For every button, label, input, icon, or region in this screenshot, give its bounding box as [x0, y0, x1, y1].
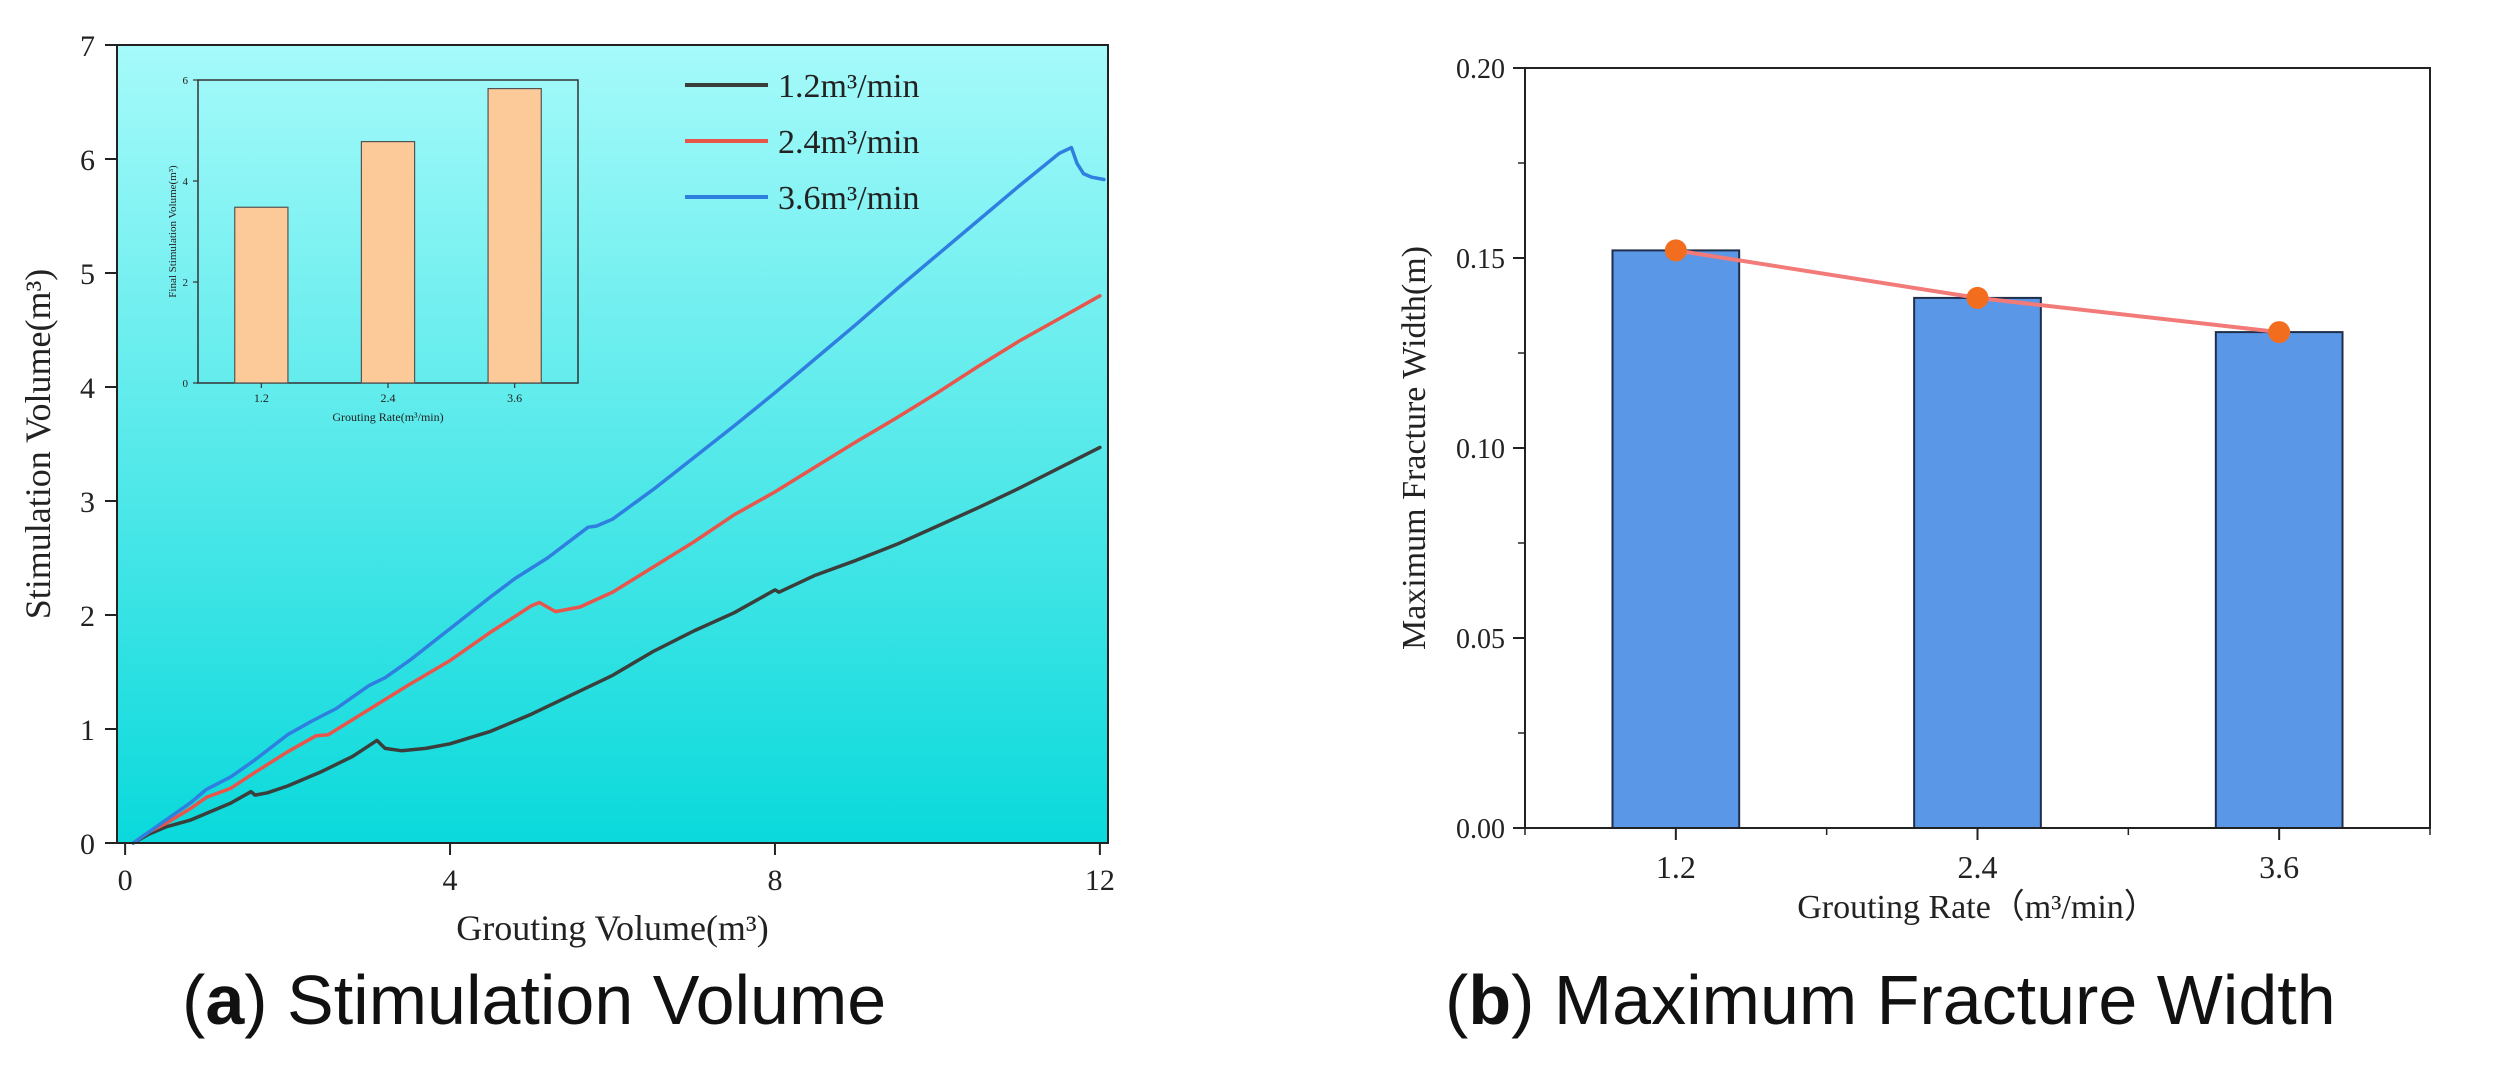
panel-a-y-axis-label: Stimulation Volume(m³) [18, 269, 58, 619]
inset-x-axis-label: Grouting Rate(m³/min) [332, 410, 443, 424]
series-line-3 [131, 145, 1106, 845]
panel-b-y-tick-label: 0.10 [1456, 434, 1505, 465]
panel-b-y-tick-label: 0.05 [1456, 624, 1505, 655]
panel-a-x-tick-label: 0 [118, 864, 133, 897]
legend-label-3: 3.6m³/min [778, 180, 919, 217]
inset-x-tick-label: 1.2 [254, 391, 269, 405]
panel-a-x-tick-label: 12 [1085, 864, 1115, 897]
panel-b-y-tick-label: 0.20 [1456, 54, 1505, 85]
panel-b-x-tick-label: 3.6 [2259, 849, 2299, 885]
panel-a-y-tick-label: 2 [80, 600, 95, 633]
bar-3.6 [2214, 331, 2344, 829]
panel-b-fracture-width-chart: 1.2 2.4 3.6 0.00 0.05 0.10 0.15 0.20 Grouting … [1396, 54, 2431, 926]
panel-a-y-tick-label: 5 [80, 258, 95, 291]
bar-2.4 [1913, 296, 2042, 829]
panel-a-inset-bar-chart: 1.2 2.4 3.6 0 2 4 6 Grouting Rate(m³/min) Fina… [167, 75, 579, 424]
panel-a-y-tick-label: 6 [80, 144, 95, 177]
panel-b-y-tick-label: 0.15 [1456, 244, 1505, 275]
inset-x-tick-label: 3.6 [507, 391, 522, 405]
panel-a-x-axis-label: Grouting Volume(m³) [456, 908, 768, 948]
inset-y-tick-label: 4 [183, 176, 189, 188]
inset-y-tick-label: 6 [183, 75, 189, 87]
panel-a-y-tick-label: 0 [80, 828, 95, 861]
panel-b-caption-letter: b [1468, 961, 1512, 1039]
panel-a-y-tick-label: 1 [80, 714, 95, 747]
panel-a-x-tick-label: 4 [443, 864, 458, 897]
inset-bar-2.4 [360, 141, 416, 384]
legend-label-1: 1.2m³/min [778, 68, 919, 105]
trend-marker-1.2 [1664, 239, 1687, 262]
panel-b-x-axis-label: Grouting Rate（m³/min） [1797, 888, 2158, 926]
panel-b-caption-text: Maximum Fracture Width [1553, 961, 2336, 1039]
panel-a-caption-text: Stimulation Volume [287, 961, 887, 1039]
panel-b-y-tick-label: 0.00 [1456, 814, 1505, 845]
panel-b-caption: (b) Maximum Fracture Width [1445, 961, 2336, 1039]
panel-a-y-tick-label: 4 [80, 372, 95, 405]
panel-a-caption: (a) Stimulation Volume [182, 961, 887, 1039]
series-line-2 [131, 294, 1102, 845]
panel-a-y-tick-label: 3 [80, 486, 95, 519]
panel-a-y-tick-label: 7 [80, 30, 95, 63]
panel-a-legend: 1.2m³/min 2.4m³/min 3.6m³/min [685, 68, 919, 217]
inset-y-axis-label: Final Stimulation Volume(m³) [167, 165, 179, 298]
trend-marker-3.6 [2268, 321, 2291, 344]
inset-x-tick-label: 2.4 [381, 391, 396, 405]
panel-b-x-tick-label: 2.4 [1958, 849, 1998, 885]
inset-bar-1.2 [234, 206, 289, 384]
panel-a-plot-frame [116, 44, 1109, 844]
series-line-1 [131, 445, 1102, 845]
trend-marker-2.4 [1966, 286, 1989, 309]
bar-1.2 [1611, 249, 1741, 829]
panel-b-x-tick-label: 1.2 [1656, 849, 1696, 885]
legend-label-2: 2.4m³/min [778, 124, 919, 161]
inset-bar-3.6 [487, 87, 542, 384]
panel-b-y-axis-label: Maximum Fracture Width(m) [1396, 246, 1433, 650]
panel-a-x-tick-label: 8 [767, 864, 782, 897]
panel-a-plot-background [117, 45, 1108, 843]
panel-a-caption-letter: a [205, 961, 245, 1039]
inset-y-tick-label: 0 [183, 378, 189, 390]
inset-y-tick-label: 2 [183, 277, 189, 289]
